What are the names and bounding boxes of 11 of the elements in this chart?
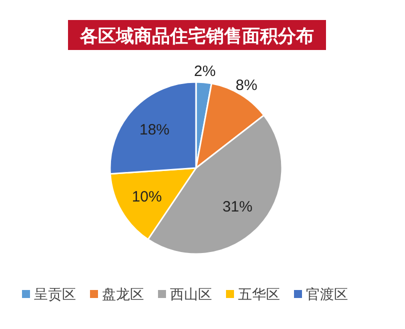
legend-label: 官渡区 [306,286,348,302]
data-label: 18% [140,121,170,138]
data-label: 10% [132,188,162,206]
data-label: 2% [194,63,216,80]
data-label: 31% [222,198,252,216]
legend-label: 五华区 [238,286,280,302]
legend-label: 盘龙区 [102,286,144,302]
legend-label: 西山区 [170,286,212,302]
chart-title: 各区域商品住宅销售面积分布 [79,26,314,46]
legend-label: 呈贡区 [34,286,76,302]
data-label: 8% [236,76,258,94]
